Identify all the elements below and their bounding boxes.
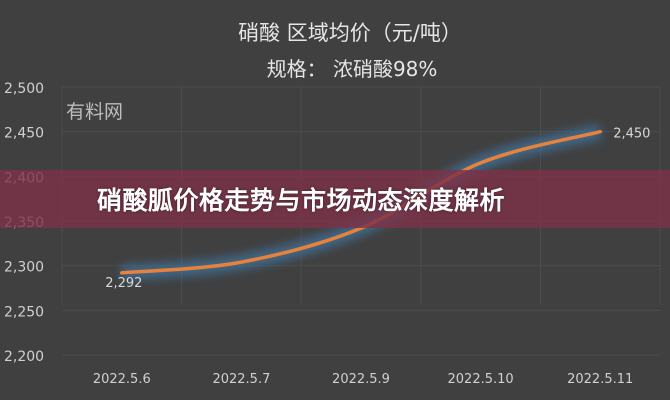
x-tick-label: 2022.5.6: [93, 372, 151, 387]
x-tick-label: 2022.5.10: [448, 372, 514, 387]
y-tick-label: 2,450: [4, 126, 44, 142]
chart-subtitle: 规格： 浓硝酸98%: [267, 57, 438, 81]
banner-title: 硝酸胍价格走势与市场动态深度解析: [97, 186, 506, 215]
y-tick-label: 2,200: [4, 349, 44, 365]
x-tick-label: 2022.5.9: [332, 372, 390, 387]
x-tick-label: 2022.5.11: [567, 372, 633, 387]
data-label: 2,450: [613, 127, 650, 142]
y-tick-label: 2,250: [4, 304, 44, 320]
x-tick-label: 2022.5.7: [212, 372, 270, 387]
watermark: 有料网: [66, 101, 123, 123]
y-tick-label: 2,300: [4, 260, 44, 276]
y-tick-label: 2,500: [4, 81, 44, 97]
data-label: 2,292: [105, 276, 142, 291]
chart-title: 硝酸 区域均价（元/吨）: [238, 21, 462, 45]
title-banner: 硝酸胍价格走势与市场动态深度解析: [0, 170, 670, 228]
